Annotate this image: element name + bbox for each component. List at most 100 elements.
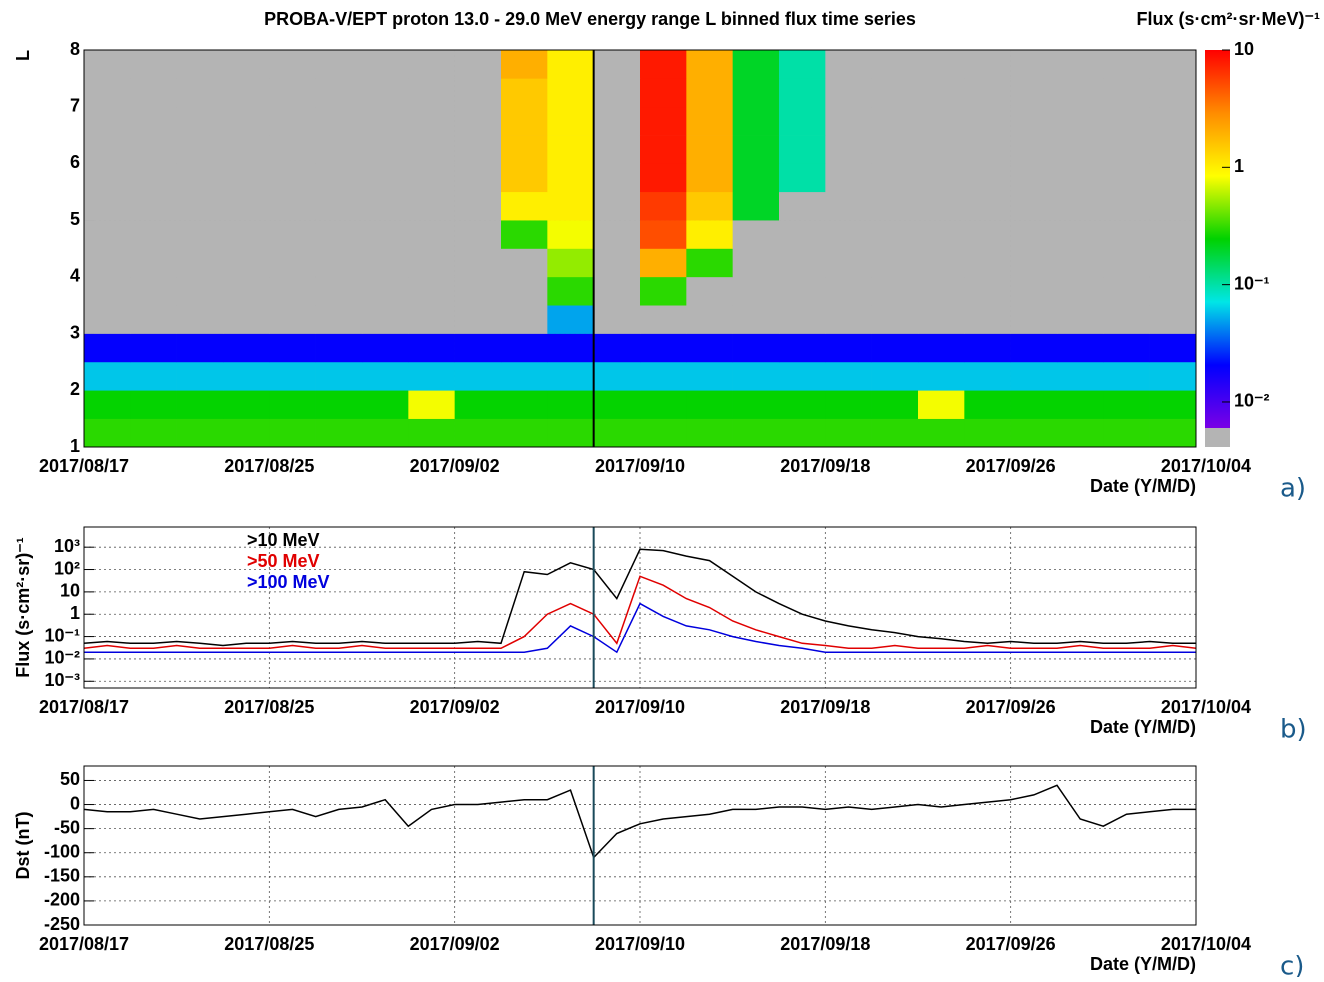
heat-cell bbox=[918, 418, 965, 448]
heat-cell bbox=[362, 361, 409, 391]
heat-cell bbox=[825, 106, 872, 136]
heat-cell bbox=[732, 106, 780, 136]
heat-cell bbox=[454, 305, 502, 334]
heat-cell bbox=[1010, 50, 1058, 79]
heat-cell bbox=[1010, 361, 1058, 391]
heat-cell bbox=[964, 276, 1011, 306]
heat-cell bbox=[1103, 135, 1150, 164]
heat-cell bbox=[269, 333, 316, 363]
x-tick-label: 2017/09/18 bbox=[780, 456, 870, 476]
heat-cell bbox=[84, 191, 131, 221]
heat-cell bbox=[779, 390, 826, 419]
heat-cell bbox=[176, 163, 224, 193]
heat-cell bbox=[315, 163, 363, 193]
heat-cell bbox=[84, 220, 131, 249]
heat-cell bbox=[825, 276, 872, 306]
panel-label: c) bbox=[1280, 952, 1304, 978]
heat-cell bbox=[1103, 276, 1150, 306]
legend-entry: >50 MeV bbox=[247, 551, 320, 571]
y-tick-label: 6 bbox=[70, 152, 80, 172]
heat-cell bbox=[779, 361, 826, 391]
heat-cell bbox=[1010, 333, 1058, 363]
y-axis-label: Flux (s·cm²·sr)⁻¹ bbox=[13, 537, 33, 678]
heat-cell bbox=[362, 135, 409, 164]
heat-cell bbox=[640, 135, 687, 164]
x-tick-label: 2017/09/10 bbox=[595, 456, 685, 476]
heat-cell bbox=[640, 361, 687, 391]
heat-cell bbox=[1103, 78, 1150, 108]
heat-cell bbox=[779, 418, 826, 448]
heat-cell bbox=[501, 390, 548, 419]
heat-cell bbox=[593, 361, 641, 391]
heat-cell bbox=[130, 390, 177, 419]
heat-cell bbox=[918, 248, 965, 278]
colorbar bbox=[1205, 50, 1230, 428]
heat-cell bbox=[1057, 361, 1104, 391]
heat-cell bbox=[593, 191, 641, 221]
y-tick-label: 3 bbox=[70, 322, 80, 342]
heat-cell bbox=[686, 333, 733, 363]
heat-cell bbox=[779, 191, 826, 221]
heat-cell bbox=[269, 305, 316, 334]
y-tick-label: 8 bbox=[70, 39, 80, 59]
heat-cell bbox=[454, 418, 502, 448]
heat-cell bbox=[686, 361, 733, 391]
heat-cell bbox=[408, 78, 455, 108]
colorbar-title: Flux (s·cm²·sr·MeV)⁻¹ bbox=[1136, 9, 1320, 29]
heat-cell bbox=[640, 106, 687, 136]
heat-cell bbox=[315, 78, 363, 108]
colorbar-tick-label: 10 bbox=[1234, 39, 1254, 59]
heat-cell bbox=[686, 191, 733, 221]
y-axis-label: L bbox=[13, 50, 33, 61]
plot-frame bbox=[83, 49, 1197, 448]
heat-cell bbox=[732, 361, 780, 391]
x-tick-label: 2017/09/26 bbox=[966, 697, 1056, 717]
heat-cell bbox=[825, 78, 872, 108]
heat-cell bbox=[315, 191, 363, 221]
heat-cell bbox=[1103, 50, 1150, 79]
plot-frame bbox=[83, 765, 1197, 926]
heat-cell bbox=[84, 361, 131, 391]
heat-cell bbox=[593, 276, 641, 306]
heat-cell bbox=[223, 50, 270, 79]
heat-cell bbox=[176, 248, 224, 278]
x-tick-label: 2017/09/18 bbox=[780, 697, 870, 717]
series-line bbox=[84, 602, 1196, 654]
heat-cell bbox=[84, 418, 131, 448]
x-tick-label: 2017/08/25 bbox=[224, 697, 314, 717]
heat-cell bbox=[84, 78, 131, 108]
heat-cell bbox=[779, 106, 826, 136]
heat-cell bbox=[1103, 248, 1150, 278]
heat-cell bbox=[871, 305, 919, 334]
heat-cell bbox=[269, 163, 316, 193]
series-line bbox=[83, 548, 1196, 647]
heat-cell bbox=[964, 418, 1011, 448]
heat-cell bbox=[1057, 220, 1104, 249]
heat-cell bbox=[640, 50, 687, 79]
heat-cell bbox=[593, 248, 641, 278]
x-tick-label: 2017/08/25 bbox=[224, 456, 314, 476]
heat-cell bbox=[593, 163, 641, 193]
heat-cell bbox=[871, 361, 919, 391]
heat-cell bbox=[825, 390, 872, 419]
heat-cell bbox=[547, 78, 594, 108]
heat-cell bbox=[408, 106, 455, 136]
heat-cell bbox=[223, 361, 270, 391]
heat-cell bbox=[1010, 305, 1058, 334]
heat-cell bbox=[1149, 390, 1197, 419]
heat-cell bbox=[1057, 305, 1104, 334]
heat-cell bbox=[871, 220, 919, 249]
heat-cell bbox=[223, 106, 270, 136]
colorbar-tick-label: 1 bbox=[1234, 156, 1244, 176]
heat-cell bbox=[176, 333, 224, 363]
heat-cell bbox=[130, 106, 177, 136]
heat-cell bbox=[825, 191, 872, 221]
y-axis-label: Dst (nT) bbox=[13, 812, 33, 880]
heat-cell bbox=[732, 418, 780, 448]
x-tick-label: 2017/09/10 bbox=[595, 697, 685, 717]
heat-cell bbox=[130, 248, 177, 278]
heat-cell bbox=[269, 276, 316, 306]
heat-cell bbox=[732, 305, 780, 334]
heat-cell bbox=[315, 390, 363, 419]
heat-cell bbox=[871, 276, 919, 306]
